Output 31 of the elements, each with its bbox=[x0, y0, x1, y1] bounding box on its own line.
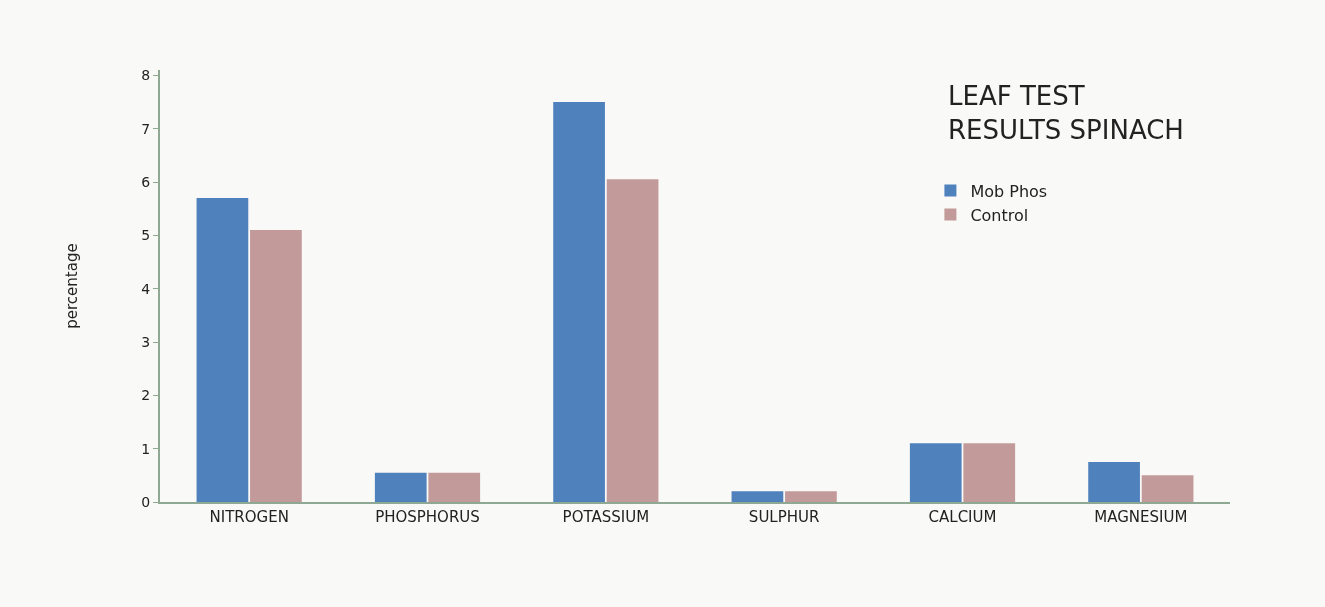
legend-label: Mob Phos bbox=[970, 181, 1048, 201]
y-tick-label: 0 bbox=[141, 493, 151, 510]
bar bbox=[196, 198, 249, 502]
y-tick-label: 6 bbox=[141, 173, 151, 190]
x-tick-label: SULPHUR bbox=[748, 508, 820, 526]
y-tick-label: 4 bbox=[141, 280, 151, 297]
y-tick-label: 3 bbox=[141, 333, 151, 350]
bar bbox=[785, 491, 837, 502]
bar bbox=[1088, 462, 1140, 502]
x-tick-label: NITROGEN bbox=[209, 508, 289, 526]
y-tick-label: 1 bbox=[141, 440, 151, 457]
y-tick-label: 8 bbox=[141, 67, 151, 84]
legend-label: Control bbox=[970, 205, 1029, 225]
bar bbox=[250, 230, 302, 502]
bar bbox=[374, 472, 427, 502]
bar bbox=[428, 472, 481, 502]
text: LEAF TEST RESULTS SPINACH bbox=[948, 81, 1184, 145]
y-tick-label: 2 bbox=[141, 387, 151, 404]
bar bbox=[553, 102, 605, 502]
bar bbox=[909, 443, 962, 502]
y-tick-label: 7 bbox=[141, 120, 151, 137]
x-tick-label: CALCIUM bbox=[928, 508, 997, 526]
y-axis-title: percentage bbox=[63, 243, 82, 329]
y-tick-label: 5 bbox=[141, 227, 151, 244]
bar bbox=[606, 179, 659, 502]
x-tick-label: MAGNESIUM bbox=[1094, 508, 1188, 526]
bar bbox=[1141, 475, 1194, 502]
bar bbox=[731, 491, 784, 502]
bar bbox=[963, 443, 1016, 502]
x-tick-label: POTASSIUM bbox=[562, 508, 650, 526]
x-tick-label: PHOSPHORUS bbox=[375, 508, 480, 526]
